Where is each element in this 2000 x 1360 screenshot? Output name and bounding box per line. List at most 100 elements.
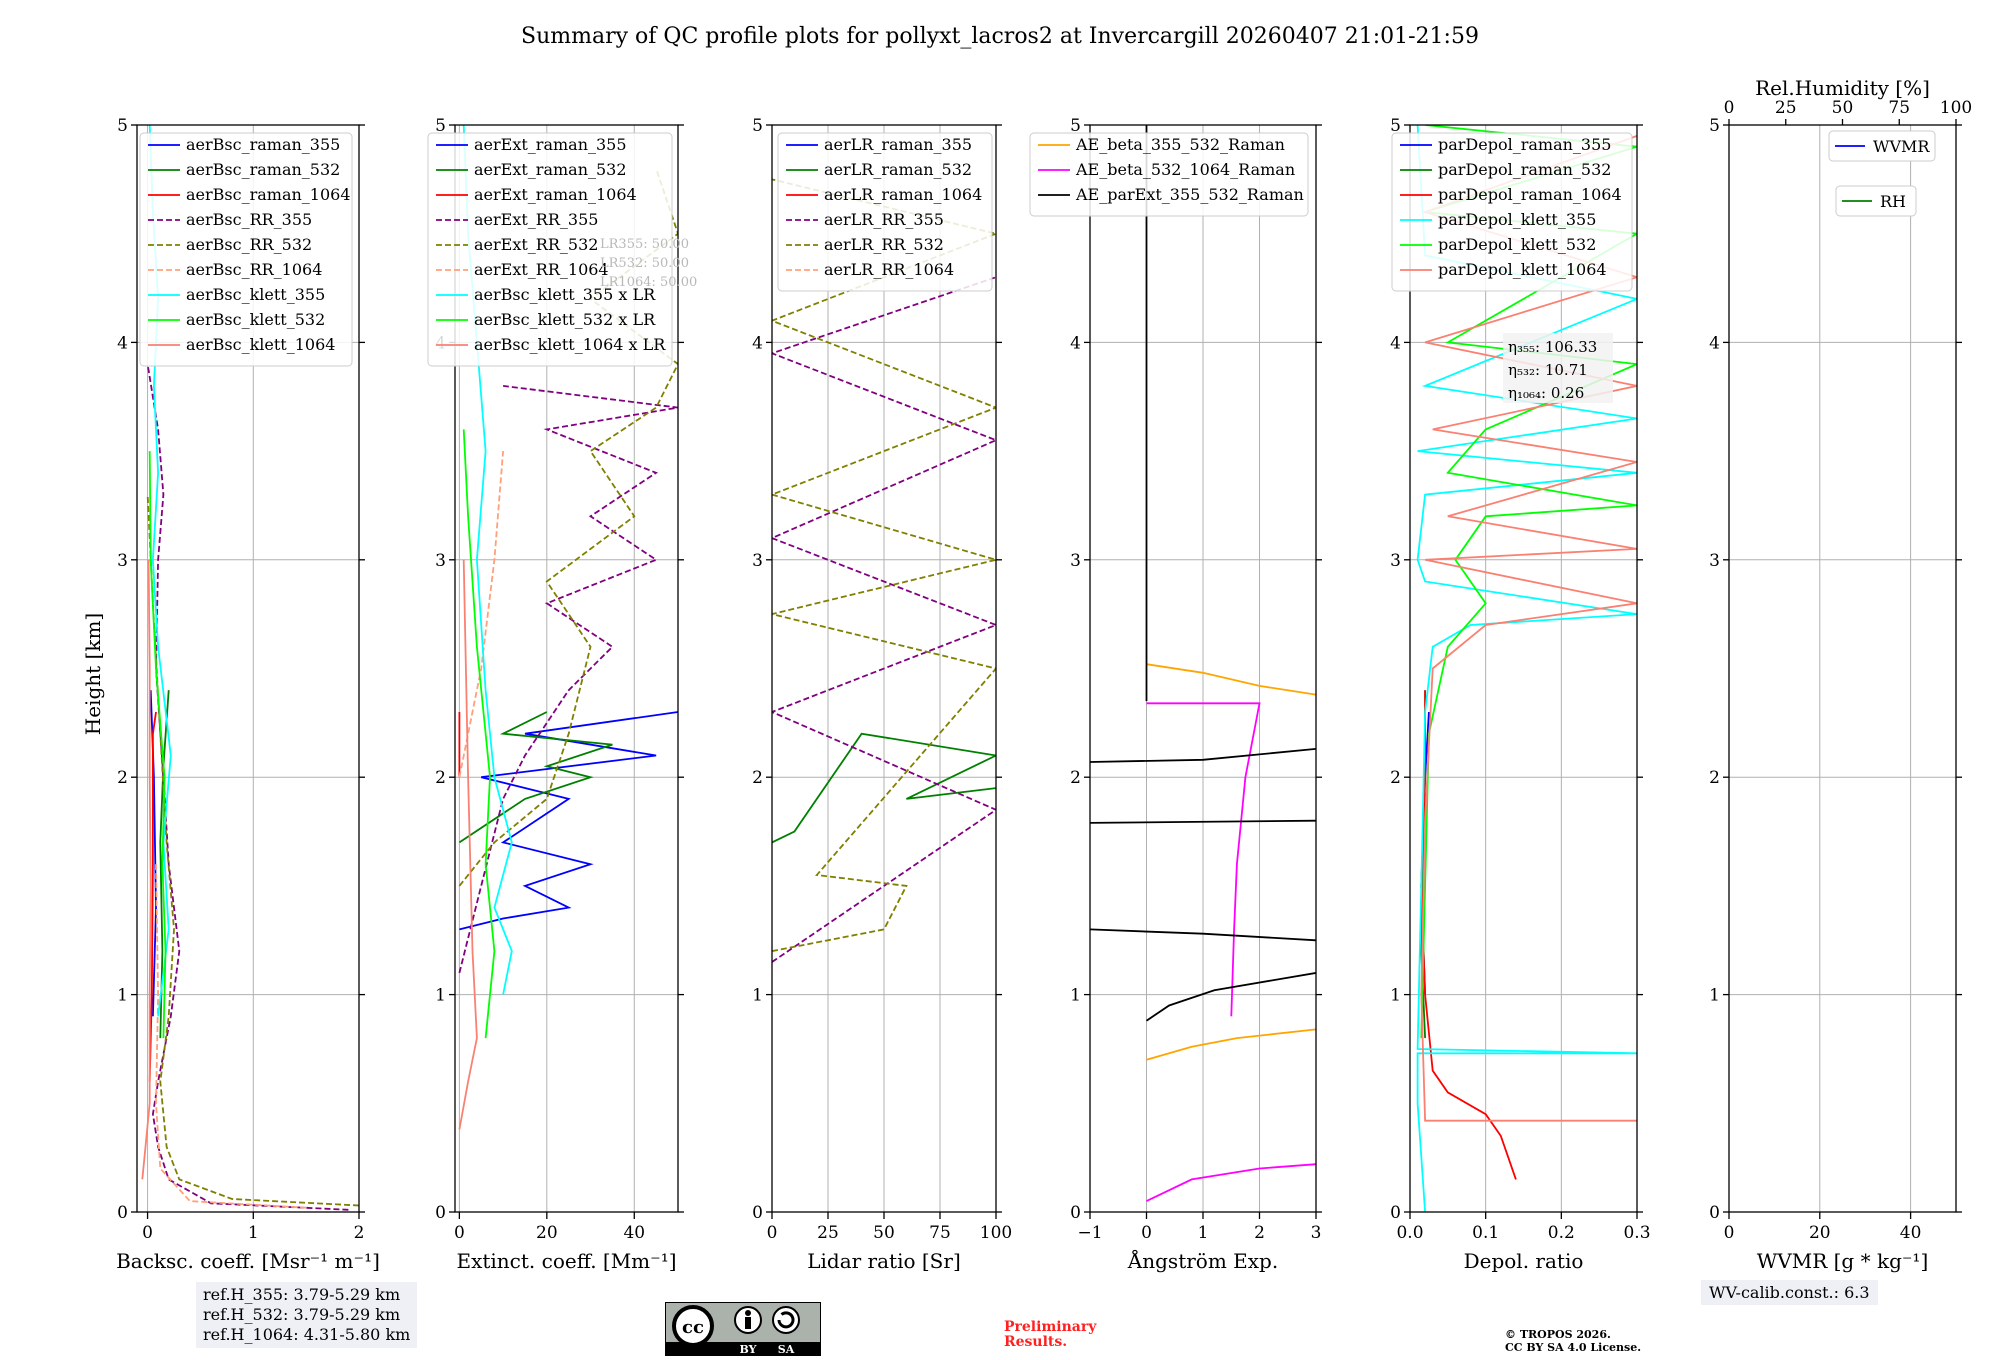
- series-line-aerBsc_raman_1064: [148, 711, 157, 1082]
- legend-entry: aerBsc_RR_1064: [186, 260, 322, 279]
- y-tick-label: 5: [435, 116, 446, 136]
- y-tick-label: 2: [117, 768, 128, 788]
- legend-entry: aerExt_raman_1064: [474, 185, 637, 204]
- y-tick-label: 1: [117, 986, 128, 1006]
- y-tick-label: 2: [752, 768, 763, 788]
- x-tick-label: 0: [1724, 1223, 1735, 1243]
- copyright-note: © TROPOS 2026. CC BY SA 4.0 License.: [1505, 1328, 1641, 1354]
- x-axis-label: Lidar ratio [Sr]: [807, 1249, 961, 1273]
- x-tick-label: 1: [1198, 1223, 1209, 1243]
- cc-sa-label: SA: [778, 1343, 795, 1356]
- x-tick-label: 0.1: [1472, 1223, 1499, 1243]
- legend-lidar-ratio: aerLR_raman_355 aerLR_raman_532 aerLR_rama…: [777, 132, 993, 292]
- legend-entry: aerBsc_raman_355: [186, 135, 340, 154]
- legend-entry: aerLR_RR_355: [824, 210, 944, 229]
- x-tick-label: 3: [1311, 1223, 1322, 1243]
- x-tick-label: 40: [623, 1223, 645, 1243]
- series-line-AE_beta_532_1064_Raman: [1146, 1163, 1316, 1202]
- x-tick-label: 0: [142, 1223, 153, 1243]
- y-tick-label: 0: [435, 1203, 446, 1223]
- cc-by-label: BY: [740, 1343, 757, 1356]
- series-line-AE_beta_355_532_Raman: [1146, 663, 1316, 696]
- y-tick-label: 1: [1390, 986, 1401, 1006]
- panel-depol: 0.0 0.1 0.2 0.3 0 1 2 3 4 5 Depol. ratio parDepol_r…: [1390, 116, 1650, 1273]
- top-x-tick-label: 25: [1775, 98, 1797, 118]
- x-tick-label: 0: [767, 1223, 778, 1243]
- legend-entry: aerExt_raman_355: [474, 135, 627, 154]
- series-line-AE_parExt_355_532_Raman: [1090, 928, 1316, 942]
- series-group: [141, 125, 359, 1211]
- eta-background: [1503, 333, 1613, 403]
- y-tick-label: 2: [435, 768, 446, 788]
- series-line-parDepol_klett_1064: [1420, 135, 1637, 1122]
- lr-annotation: LR1064: 50.00: [600, 275, 697, 290]
- series-line-AE_parExt_355_532_Raman: [1145, 972, 1316, 1022]
- legend-entry: parDepol_klett_532: [1438, 235, 1596, 254]
- y-tick-label: 1: [752, 986, 763, 1006]
- top-x-axis-label: Rel.Humidity [%]: [1755, 76, 1930, 100]
- legend-entry: aerLR_RR_1064: [824, 260, 954, 279]
- y-tick-label: 4: [1070, 333, 1081, 353]
- legend-entry: aerLR_raman_1064: [824, 185, 982, 204]
- legend-entry: RH: [1880, 192, 1906, 211]
- legend-entry: aerBsc_klett_355: [186, 285, 325, 304]
- x-tick-label: 50: [873, 1223, 895, 1243]
- top-x-tick-label: 75: [1888, 98, 1910, 118]
- cc-circle-icon: [672, 1305, 714, 1347]
- legend-entry: aerBsc_klett_355 x LR: [474, 285, 656, 304]
- y-tick-label: 5: [1390, 116, 1401, 136]
- panel-extinction: 02040012345Extinct. coeff. [Mm⁻¹]aerExt_…: [427, 116, 697, 1273]
- y-tick-label: 1: [1709, 986, 1720, 1006]
- legend-entry: AE_parExt_355_532_Raman: [1075, 185, 1304, 204]
- legend-depol: parDepol_raman_355 parDepol_raman_532 parD…: [1391, 132, 1633, 292]
- series-line-aerExt_RR_355: [458, 385, 678, 974]
- series-line-AE_parExt_355_532_Raman: [1090, 819, 1316, 824]
- y-tick-label: 4: [752, 333, 763, 353]
- ref-height-532: ref.H_532: 3.79-5.29 km: [203, 1305, 401, 1324]
- y-tick-label: 4: [1709, 333, 1720, 353]
- lr-annotation: LR532: 50.00: [600, 256, 689, 271]
- series-line-aerBsc_klett_1064 x LR: [458, 559, 478, 1130]
- series-line-aerBsc_klett_532 x LR: [462, 429, 496, 1039]
- copyright-line1: © TROPOS 2026.: [1505, 1328, 1611, 1341]
- legend-wvmr-WVMR: WVMR: [1828, 130, 1936, 162]
- legend-extinction: aerExt_raman_355 aerExt_raman_532 aerExt_r…: [427, 132, 673, 367]
- x-tick-label: 0.3: [1623, 1223, 1650, 1243]
- axes-frame: [1409, 124, 1638, 1213]
- figure-title: Summary of QC profile plots for pollyxt_…: [521, 24, 1479, 49]
- x-tick-label: 20: [1809, 1223, 1831, 1243]
- x-tick-label: 1: [248, 1223, 259, 1243]
- y-tick-label: 2: [1709, 768, 1720, 788]
- legend-wvmr-RH: RH: [1835, 185, 1917, 217]
- series-line-parDepol_raman_1064: [1420, 690, 1517, 1180]
- y-tick-label: 0: [1390, 1203, 1401, 1223]
- legend-entry: parDepol_raman_532: [1438, 160, 1611, 179]
- series-line-aerBsc_RR_355: [146, 363, 349, 1211]
- cc-symbol: cc: [682, 1317, 704, 1338]
- top-x-tick-label: 0: [1724, 98, 1735, 118]
- y-tick-label: 2: [1390, 768, 1401, 788]
- eta-value: η₅₃₂: 10.71: [1508, 361, 1588, 379]
- series-group: [1090, 125, 1316, 1202]
- legend-backscatter: aerBsc_raman_355 aerBsc_raman_532 aerBsc_r…: [139, 132, 353, 367]
- preliminary-line2: Results.: [1004, 1334, 1068, 1350]
- eta-value: η₁₀₆₄: 0.26: [1508, 384, 1584, 402]
- legend-entry: AE_beta_355_532_Raman: [1075, 135, 1285, 154]
- x-tick-label: 0.2: [1548, 1223, 1575, 1243]
- ref-height-1064: ref.H_1064: 4.31-5.80 km: [203, 1325, 411, 1344]
- y-tick-label: 0: [752, 1203, 763, 1223]
- axes-frame: [1728, 124, 1957, 1213]
- legend-entry: aerBsc_klett_1064: [186, 335, 335, 354]
- axes-frame: [454, 124, 679, 1213]
- x-tick-label: 0.0: [1396, 1223, 1423, 1243]
- y-tick-label: 3: [752, 551, 763, 571]
- x-axis-label: Extinct. coeff. [Mm⁻¹]: [456, 1249, 676, 1273]
- y-tick-label: 5: [117, 116, 128, 136]
- wv-calibration-constant: WV-calib.const.: 6.3: [1701, 1280, 1878, 1305]
- y-tick-label: 3: [435, 551, 446, 571]
- preliminary-line1: Preliminary: [1004, 1319, 1097, 1335]
- legend-entry: aerBsc_klett_1064 x LR: [474, 335, 666, 354]
- x-tick-label: 2: [1254, 1223, 1265, 1243]
- y-tick-label: 3: [1709, 551, 1720, 571]
